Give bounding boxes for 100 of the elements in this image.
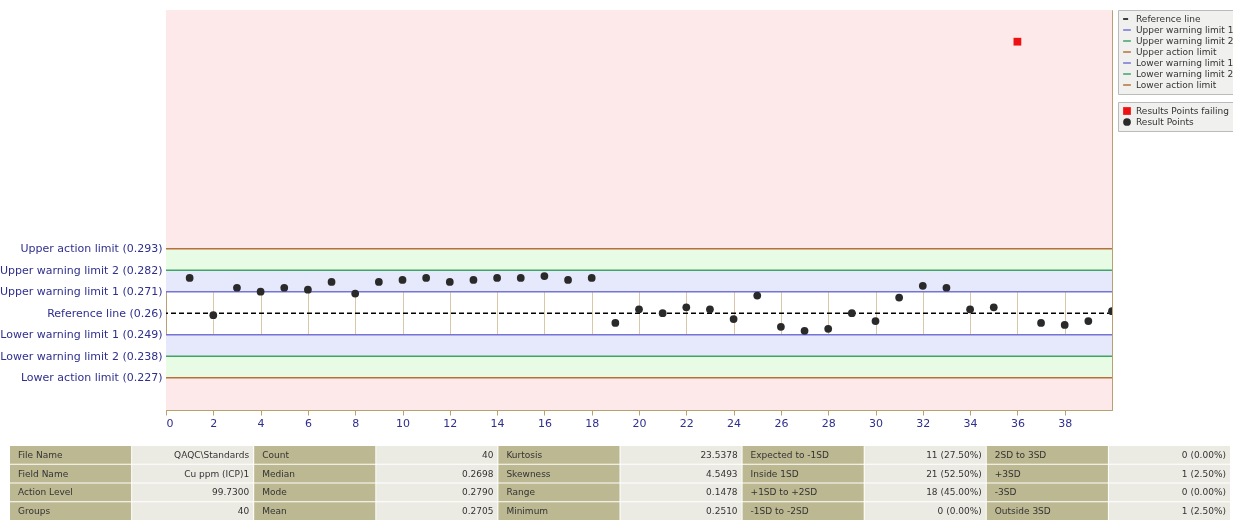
point bbox=[540, 272, 549, 280]
text: Cu ppm (ICP)1 bbox=[184, 468, 250, 479]
x-tick-label: 34 bbox=[963, 416, 978, 430]
text: Action Level bbox=[18, 487, 73, 498]
point bbox=[398, 276, 407, 284]
text: File Name bbox=[18, 449, 63, 460]
x-tick-label: 30 bbox=[869, 416, 883, 430]
point bbox=[1013, 37, 1022, 46]
text: 0.2510 bbox=[706, 506, 738, 517]
text: Median bbox=[262, 468, 295, 479]
point bbox=[1037, 319, 1045, 327]
point bbox=[989, 303, 998, 312]
text: Minimum bbox=[506, 506, 549, 517]
point bbox=[706, 305, 714, 314]
text: +1SD to +2SD bbox=[750, 487, 818, 498]
text: 0.1478 bbox=[706, 487, 738, 498]
legend-label: Result Points bbox=[1136, 117, 1195, 127]
x-tick-label: 14 bbox=[490, 416, 505, 430]
legend-label: Lower warning limit 1 bbox=[1136, 58, 1233, 68]
point bbox=[445, 278, 454, 286]
point bbox=[304, 285, 312, 294]
text: Mode bbox=[262, 487, 288, 498]
legend-label: Upper warning limit 2 bbox=[1136, 36, 1233, 46]
text: -1SD to -2SD bbox=[750, 506, 809, 517]
x-tick-label: 6 bbox=[304, 416, 312, 430]
x-tick-label: 4 bbox=[257, 416, 265, 430]
point bbox=[256, 287, 265, 296]
y-tick-label: Upper action limit (0.293) bbox=[20, 242, 163, 256]
point bbox=[918, 281, 927, 290]
x-tick-label: 18 bbox=[585, 416, 600, 430]
legend-label: Reference line bbox=[1136, 14, 1201, 24]
text: Kurtosis bbox=[506, 449, 543, 460]
point bbox=[233, 283, 241, 292]
x-tick-label: 10 bbox=[396, 416, 410, 430]
text: 40 bbox=[237, 506, 250, 517]
point bbox=[351, 289, 360, 298]
text: 4.5493 bbox=[706, 468, 738, 479]
text: Groups bbox=[18, 506, 51, 517]
text: -3SD bbox=[994, 487, 1017, 498]
x-tick-label: 24 bbox=[727, 416, 742, 430]
point bbox=[729, 315, 738, 323]
text: 1 (2.50%) bbox=[1181, 468, 1226, 479]
point bbox=[185, 274, 194, 282]
y-tick-label: Lower warning limit 1 (0.249) bbox=[0, 328, 163, 342]
y-tick-label: Lower warning limit 2 (0.238) bbox=[0, 349, 163, 363]
text: 2SD to 3SD bbox=[994, 449, 1047, 460]
point bbox=[209, 311, 218, 319]
x-tick-label: 38 bbox=[1058, 416, 1073, 430]
x-tick-label: 16 bbox=[537, 416, 552, 430]
point bbox=[800, 326, 809, 335]
x-tick-label: 8 bbox=[352, 416, 360, 430]
legend-label: Upper warning limit 1 bbox=[1136, 25, 1233, 35]
point bbox=[658, 309, 667, 318]
text: 21 (52.50%) bbox=[926, 468, 982, 479]
point bbox=[942, 283, 951, 292]
text: 11 (27.50%) bbox=[926, 449, 982, 460]
text: Mean bbox=[262, 506, 287, 517]
point bbox=[966, 305, 974, 314]
text: 0 (0.00%) bbox=[1181, 449, 1226, 460]
point bbox=[682, 303, 691, 312]
point bbox=[280, 283, 289, 292]
text: 23.5378 bbox=[700, 449, 738, 460]
point bbox=[777, 323, 785, 331]
text: 99.7300 bbox=[212, 487, 250, 498]
point bbox=[564, 276, 572, 284]
point bbox=[1060, 321, 1069, 329]
text: Count bbox=[262, 449, 290, 460]
text: Outside 3SD bbox=[994, 506, 1051, 517]
text: 0 (0.00%) bbox=[1181, 487, 1226, 498]
x-tick-label: 22 bbox=[679, 416, 694, 430]
text: 0.2790 bbox=[461, 487, 494, 498]
legend-label: Lower warning limit 2 bbox=[1136, 69, 1233, 79]
point bbox=[635, 305, 643, 314]
point bbox=[753, 291, 762, 300]
legend-label: Results Points failing bbox=[1136, 106, 1229, 116]
text: 0 (0.00%) bbox=[937, 506, 982, 517]
point bbox=[516, 274, 525, 282]
text: +3SD bbox=[994, 468, 1021, 479]
x-tick-label: 28 bbox=[821, 416, 836, 430]
x-tick-label: 0 bbox=[166, 416, 174, 430]
y-tick-label: Lower action limit (0.227) bbox=[20, 371, 163, 385]
text: Skewness bbox=[506, 468, 551, 479]
x-tick-label: 32 bbox=[916, 416, 931, 430]
point bbox=[469, 276, 478, 284]
point bbox=[327, 278, 336, 286]
text: 1 (2.50%) bbox=[1181, 506, 1226, 517]
x-tick-label: 26 bbox=[774, 416, 789, 430]
legend-label: Upper action limit bbox=[1136, 47, 1217, 57]
y-tick-label: Upper warning limit 2 (0.282) bbox=[0, 263, 163, 277]
text: Inside 1SD bbox=[750, 468, 799, 479]
point bbox=[587, 274, 596, 282]
text: QAQC\Standards bbox=[174, 449, 250, 460]
x-tick-label: 12 bbox=[443, 416, 458, 430]
point bbox=[422, 274, 431, 282]
point bbox=[493, 274, 501, 282]
x-tick-label: 2 bbox=[210, 416, 218, 430]
point bbox=[611, 319, 620, 327]
text: 0.2705 bbox=[461, 506, 494, 517]
text: 0.2698 bbox=[461, 468, 494, 479]
point bbox=[824, 324, 833, 333]
